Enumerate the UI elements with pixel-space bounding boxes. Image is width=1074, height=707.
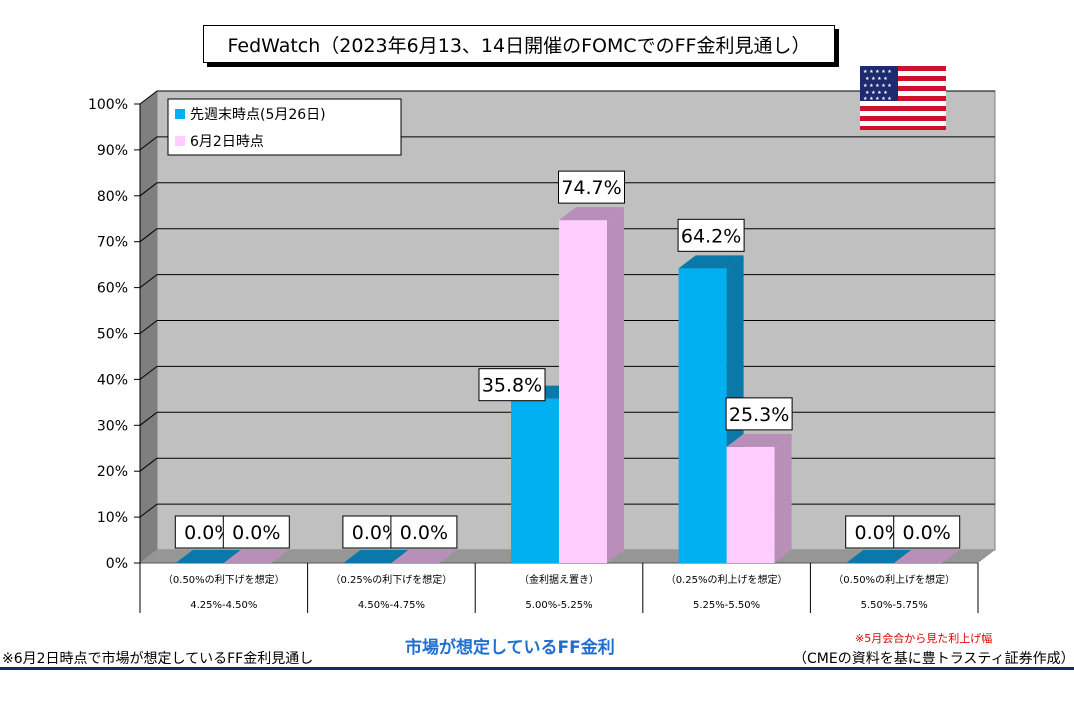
source-note: （CMEの資料を基に豊トラスティ証券作成） xyxy=(793,651,1074,667)
bar-side xyxy=(607,207,624,563)
footer-note-left: ※6月2日時点で市場が想定しているFF金利見通し xyxy=(2,651,314,667)
svg-text:★ ★ ★ ★ ★: ★ ★ ★ ★ ★ xyxy=(863,83,892,89)
bar xyxy=(678,268,727,563)
bar-top xyxy=(559,207,624,221)
y-tick-label: 40% xyxy=(97,372,128,388)
gridline-side xyxy=(139,320,158,334)
y-tick-label: 0% xyxy=(106,556,128,572)
category-label: 4.50%-4.75% xyxy=(358,600,425,611)
bar-side xyxy=(774,433,792,563)
svg-text:★ ★ ★ ★: ★ ★ ★ ★ xyxy=(865,90,888,96)
data-label-box xyxy=(390,515,458,549)
bar-zero xyxy=(175,550,241,563)
data-label-box xyxy=(893,515,961,549)
svg-text:★ ★ ★ ★ ★: ★ ★ ★ ★ ★ xyxy=(863,96,892,102)
bottom-divider xyxy=(0,667,1074,670)
data-label-box xyxy=(558,170,625,204)
y-tick-label: 80% xyxy=(97,189,128,205)
x-axis-title: 市場が想定しているFF金利 xyxy=(405,638,615,658)
legend-swatch xyxy=(175,109,185,119)
legend xyxy=(167,98,402,156)
y-tick-label: 20% xyxy=(97,464,128,480)
footer-red-note: ※5月会合から見た利上げ幅 xyxy=(855,632,993,645)
svg-text:★ ★ ★ ★ ★: ★ ★ ★ ★ ★ xyxy=(863,69,892,75)
data-label: 0.0% xyxy=(352,522,400,544)
bar-zero xyxy=(343,550,409,563)
y-tick-label: 70% xyxy=(97,235,128,251)
gridline-side xyxy=(139,366,158,380)
bar xyxy=(511,398,559,563)
data-label: 0.0% xyxy=(855,522,903,544)
data-label-box xyxy=(478,368,546,402)
gridline-side xyxy=(139,274,158,288)
chart-title: FedWatch（2023年6月13、14日開催のFOMCでのFF金利見通し） xyxy=(203,25,835,63)
data-label: 74.7% xyxy=(561,177,621,199)
category-sublabel: （0.50%の利下げを想定） xyxy=(163,573,285,586)
gridline-side xyxy=(139,90,158,105)
legend-label: 6月2日時点 xyxy=(190,134,264,150)
y-tick-label: 90% xyxy=(97,143,128,159)
data-label: 0.0% xyxy=(184,522,232,544)
y-tick-label: 100% xyxy=(88,97,128,113)
data-label: 0.0% xyxy=(232,522,280,544)
data-label: 64.2% xyxy=(681,225,741,247)
data-label: 0.0% xyxy=(903,522,951,544)
category-sublabel: （金利据え置き） xyxy=(519,573,599,586)
bar-zero xyxy=(223,550,289,563)
data-label: 25.3% xyxy=(729,404,789,426)
gridline-side xyxy=(139,503,158,518)
bar-top xyxy=(726,433,792,447)
data-label-box xyxy=(222,515,290,549)
gridline-side xyxy=(139,411,158,426)
us-flag-icon: ★ ★ ★ ★ ★ ★ ★ ★ ★ ★ ★ ★ ★ ★ ★ ★ ★ ★ ★ ★ … xyxy=(860,66,946,130)
bar-zero xyxy=(846,550,912,563)
bar-zero xyxy=(391,550,457,563)
chart-title-text: FedWatch（2023年6月13、14日開催のFOMCでのFF金利見通し） xyxy=(227,34,811,57)
gridline-side xyxy=(139,136,158,151)
legend-label: 先週末時点(5月26日) xyxy=(190,107,326,123)
category-label: 5.25%-5.50% xyxy=(693,600,760,611)
category-label: 5.00%-5.25% xyxy=(525,600,592,611)
data-label: 0.0% xyxy=(400,522,448,544)
y-tick-label: 10% xyxy=(97,510,128,526)
category-sublabel: （0.25%の利上げを想定） xyxy=(666,573,788,586)
data-label: 35.8% xyxy=(482,375,542,397)
y-tick-label: 30% xyxy=(97,418,128,434)
category-label: 4.25%-4.50% xyxy=(190,600,257,611)
svg-text:★ ★ ★ ★: ★ ★ ★ ★ xyxy=(865,76,888,82)
data-label-box xyxy=(725,397,793,431)
category-label: 5.50%-5.75% xyxy=(861,600,928,611)
bar-zero xyxy=(894,550,960,563)
y-tick-label: 60% xyxy=(97,281,128,297)
legend-swatch xyxy=(175,136,185,146)
bar xyxy=(726,446,775,563)
y-tick-label: 50% xyxy=(97,327,128,343)
gridline-side xyxy=(139,228,158,243)
bar xyxy=(559,220,607,563)
data-label-box xyxy=(677,218,745,252)
gridline-side xyxy=(139,182,158,197)
category-sublabel: （0.50%の利上げを想定） xyxy=(833,573,955,586)
gridline-side xyxy=(139,457,158,472)
category-sublabel: （0.25%の利下げを想定） xyxy=(331,573,453,586)
bar-top xyxy=(678,255,744,269)
